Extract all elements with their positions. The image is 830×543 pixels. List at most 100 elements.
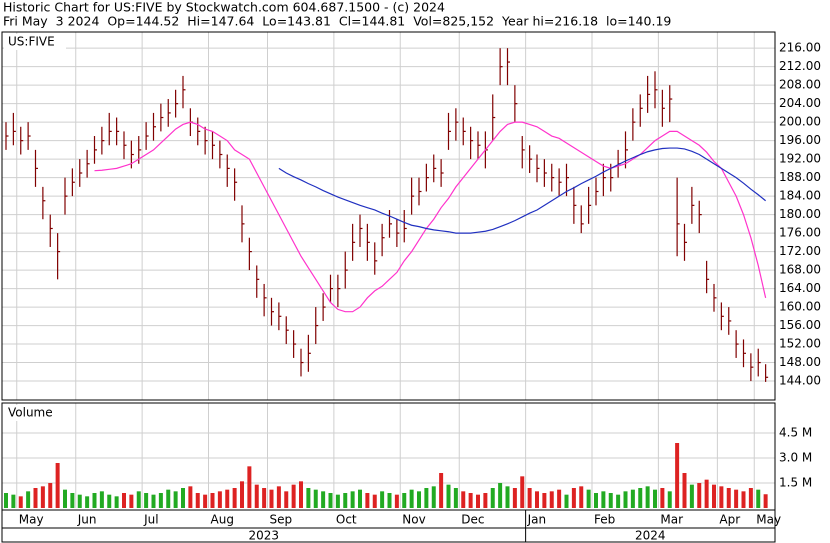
volume-bar	[660, 488, 665, 508]
x-tick-label: Jan	[527, 513, 547, 527]
volume-bar	[417, 491, 421, 508]
volume-bar	[276, 486, 281, 508]
volume-bar	[40, 486, 45, 508]
moving-average	[278, 147, 767, 234]
volume-bar	[114, 496, 119, 508]
moving-average	[94, 121, 767, 313]
volume-bar	[682, 473, 687, 508]
volume-bar	[675, 443, 680, 508]
x-tick-label: Aug	[211, 513, 234, 527]
volume-bar	[608, 493, 613, 508]
volume-bar	[313, 489, 318, 508]
y-tick-label: 172.00	[779, 244, 821, 258]
volume-bar	[424, 488, 429, 508]
volume-bar	[262, 488, 267, 508]
year-label: 2024	[635, 529, 666, 543]
volume-bar	[173, 491, 178, 508]
volume-bar	[498, 483, 503, 508]
y-tick-label: 160.00	[779, 300, 821, 314]
volume-bar	[638, 488, 643, 508]
volume-bar	[756, 489, 761, 508]
volume-bar	[350, 491, 355, 508]
price-panel	[1, 31, 776, 401]
x-tick-label: Jul	[143, 513, 158, 527]
volume-bar	[328, 493, 333, 508]
marks	[4, 48, 769, 508]
volume-bar	[734, 489, 739, 508]
volume-bar	[136, 491, 141, 508]
volume-bar	[490, 488, 495, 508]
volume-bar	[33, 488, 38, 508]
volume-bar	[188, 486, 193, 508]
chart-subtitle: Fri May 3 2024 Op=144.52 Hi=147.64 Lo=14…	[3, 14, 671, 29]
grids	[2, 32, 775, 508]
y-tick-label: 164.00	[779, 281, 821, 295]
volume-bar	[512, 488, 517, 508]
y-tick-label: 192.00	[779, 152, 821, 166]
volume-bar	[122, 493, 126, 508]
volume-bar	[11, 494, 16, 508]
y-tick-label: 144.00	[779, 374, 821, 388]
volume-bar	[254, 484, 259, 508]
volume-bar	[394, 494, 399, 508]
volume-bar	[26, 491, 31, 508]
volume-bar	[232, 488, 237, 508]
y-tick-label: 196.00	[779, 133, 821, 147]
year-label: 2023	[249, 529, 280, 543]
y-tick-label: 180.00	[779, 207, 821, 221]
x-tick-label: Apr	[719, 513, 740, 527]
volume-bar	[712, 484, 716, 508]
y-tick-label: 216.00	[779, 41, 821, 55]
volume-bar	[453, 488, 458, 508]
volume-bar	[594, 493, 598, 508]
volume-bar	[55, 463, 60, 508]
volume-bar	[704, 479, 709, 508]
volume-bar	[409, 489, 414, 508]
volume-tick-label: 4.5 M	[779, 426, 812, 440]
volume-bar	[527, 488, 532, 508]
x-tick-label: May	[19, 513, 44, 527]
y-tick-label: 200.00	[779, 115, 821, 129]
volume-bar	[653, 489, 657, 508]
volume-bar	[365, 493, 370, 508]
volume-bar	[151, 494, 156, 508]
volume-bar	[335, 494, 340, 508]
volume-bar	[468, 493, 473, 508]
volume-bar	[689, 484, 694, 508]
volume-bar	[4, 493, 8, 508]
volume-bar	[571, 488, 576, 508]
x-tick-label: Sep	[270, 513, 293, 527]
volume-bar	[446, 484, 451, 508]
volume-label: Volume	[8, 406, 53, 420]
volume-bar	[158, 493, 163, 508]
volume-bar	[129, 494, 134, 508]
year-row	[1, 527, 776, 543]
volume-bar	[343, 493, 348, 508]
symbol-label: US:FIVE	[8, 35, 55, 49]
volume-bar	[380, 491, 385, 508]
volume-bar	[645, 486, 650, 508]
volume-bar	[741, 491, 746, 508]
volume-bar	[18, 496, 23, 508]
chart-title: Historic Chart for US:FIVE by Stockwatch…	[3, 0, 445, 15]
volume-bar	[63, 489, 67, 508]
x-tick-label: Nov	[402, 513, 425, 527]
volume-bar	[92, 493, 97, 508]
y-tick-label: 148.00	[779, 355, 821, 369]
volume-bar	[763, 494, 768, 508]
volume-bar	[48, 483, 53, 508]
volume-bar	[667, 491, 672, 508]
volume-bar	[439, 473, 444, 508]
volume-bar	[542, 493, 547, 508]
volume-bar	[535, 491, 539, 508]
volume-bar	[549, 491, 554, 508]
volume-bar	[166, 489, 171, 508]
volume-bar	[630, 489, 635, 508]
volume-bar	[99, 491, 104, 508]
y-tick-label: 204.00	[779, 96, 821, 110]
volume-bar	[269, 489, 274, 508]
volume-bar	[203, 494, 208, 508]
volume-bar	[77, 494, 82, 508]
